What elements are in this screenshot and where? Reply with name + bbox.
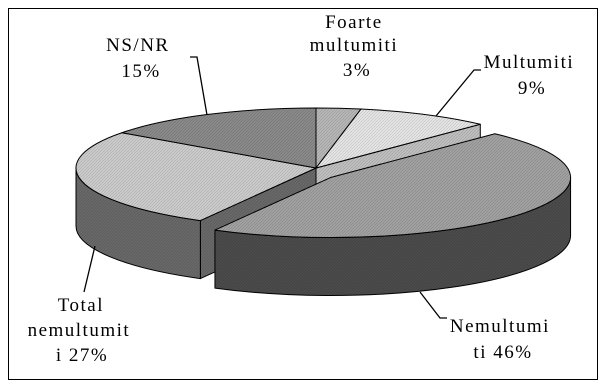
data-label-line: 15% [121, 61, 160, 82]
data-label-line: Foarte [325, 12, 383, 33]
leader-line-multumiti [435, 69, 481, 117]
data-label-line: Multumiti [484, 52, 575, 73]
data-label-ns-nr: NS/NR 15% [106, 35, 176, 82]
data-label-line: Total [58, 295, 104, 316]
data-label-line: multumiti [310, 35, 398, 56]
pie-slice-3-top [214, 133, 572, 239]
data-label-foarte-multumiti: Foarte multumiti 3% [310, 12, 405, 81]
leader-line-nemultumiti [419, 291, 447, 319]
data-label-line: nemultumit [28, 320, 131, 341]
data-label-line: Nemultumi [450, 316, 550, 337]
data-label-multumiti: Multumiti 9% [484, 52, 581, 99]
leader-line-total-nemultumiti [83, 245, 96, 293]
pie-slices [75, 107, 572, 297]
data-label-line: 9% [518, 78, 546, 99]
leader-line-ns-nr [190, 56, 208, 116]
data-label-line: NS/NR [106, 35, 169, 56]
pie-slice-4-top [75, 132, 317, 222]
data-label-line: ti 46% [473, 342, 532, 363]
data-label-line: i 27% [56, 345, 108, 366]
data-label-total-nemultumiti: Total nemultumit i 27% [28, 295, 137, 366]
pie-slice-2-top [315, 108, 481, 169]
data-label-line: 3% [343, 60, 371, 81]
data-label-nemultumiti: Nemultumi ti 46% [450, 316, 556, 363]
